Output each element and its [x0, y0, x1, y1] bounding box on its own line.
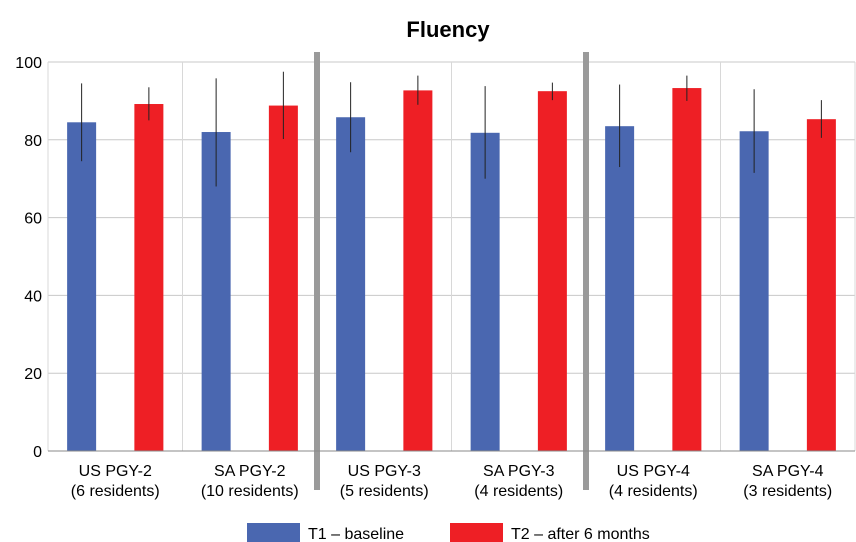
bar — [672, 88, 702, 452]
legend-swatch — [247, 523, 300, 542]
y-tick-label: 0 — [33, 444, 42, 461]
bar — [537, 91, 567, 452]
bars — [67, 88, 836, 452]
x-tick-label: US PGY-4 — [617, 463, 690, 480]
error-bars — [81, 71, 822, 187]
gridlines — [47, 61, 856, 452]
x-tick-label: SA PGY-4 — [752, 463, 824, 480]
y-tick-label: 40 — [24, 288, 42, 305]
bar — [806, 119, 836, 452]
bar — [67, 122, 97, 452]
y-tick-label: 60 — [24, 211, 42, 228]
x-tick-label: SA PGY-3 — [483, 463, 555, 480]
legend-swatch — [450, 523, 503, 542]
bar — [268, 105, 298, 452]
x-tick-label: (5 residents) — [340, 483, 429, 500]
chart-title: Fluency — [406, 17, 490, 42]
bar — [336, 117, 366, 451]
bar — [134, 104, 164, 452]
bar — [605, 126, 635, 451]
bar — [470, 132, 500, 451]
bar — [403, 90, 433, 451]
legend: T1 – baseline T2 – after 6 months — [247, 523, 650, 542]
legend-label: T2 – after 6 months — [511, 526, 650, 542]
bar — [739, 131, 769, 451]
y-tick-label: 100 — [15, 55, 42, 72]
x-tick-label: (6 residents) — [71, 483, 160, 500]
x-tick-label: (4 residents) — [609, 483, 698, 500]
legend-label: T1 – baseline — [308, 526, 404, 542]
x-tick-label: (10 residents) — [201, 483, 299, 500]
group-separators — [314, 52, 589, 490]
y-tick-label: 20 — [24, 366, 42, 383]
x-tick-label: SA PGY-2 — [214, 463, 286, 480]
x-tick-label: US PGY-3 — [348, 463, 421, 480]
x-tick-label: (4 residents) — [474, 483, 563, 500]
x-tick-label: (3 residents) — [743, 483, 832, 500]
axes: 0 20 40 60 80 100 US PGY-2 (6 residents) SA PGY-… — [15, 55, 855, 500]
y-tick-label: 80 — [24, 133, 42, 150]
x-tick-label: US PGY-2 — [79, 463, 152, 480]
